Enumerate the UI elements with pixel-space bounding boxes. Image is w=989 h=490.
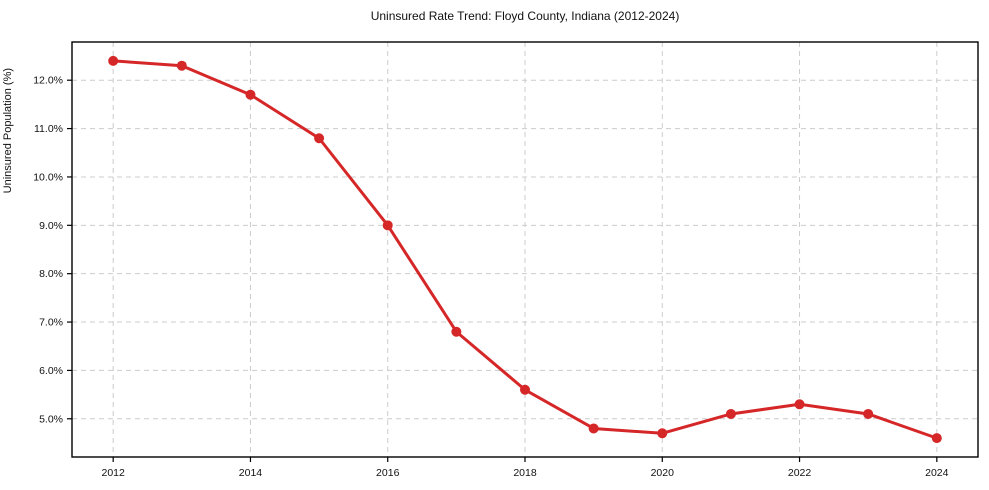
y-tick-label: 11.0% [34,123,63,135]
y-tick-label: 9.0% [39,220,63,232]
y-tick-label: 10.0% [33,171,63,183]
data-point [863,408,874,419]
data-point [176,60,187,71]
x-tick-label: 2018 [513,467,537,479]
y-tick-label: 5.0% [39,413,63,425]
y-tick-label: 7.0% [39,317,63,329]
data-point [314,133,325,144]
y-axis-label: Uninsured Population (%) [2,67,14,194]
data-point [588,423,599,434]
data-point [451,326,462,337]
data-point [794,399,805,410]
x-tick-label: 2022 [788,467,812,479]
data-point [245,89,256,100]
y-tick-label: 6.0% [39,365,63,377]
data-point [657,428,668,439]
x-tick-label: 2012 [102,467,126,479]
chart-title: Uninsured Rate Trend: Floyd County, Indi… [370,9,680,23]
data-point [382,220,393,231]
x-tick-label: 2016 [376,467,400,479]
data-point [108,55,119,66]
x-tick-label: 2024 [925,467,949,479]
data-point [520,384,530,395]
y-tick-label: 12.0% [33,75,63,87]
y-tick-label: 8.0% [39,268,63,280]
data-point [725,408,736,419]
data-point [931,433,942,444]
x-tick-label: 2020 [651,467,675,479]
x-tick-label: 2014 [239,467,263,479]
